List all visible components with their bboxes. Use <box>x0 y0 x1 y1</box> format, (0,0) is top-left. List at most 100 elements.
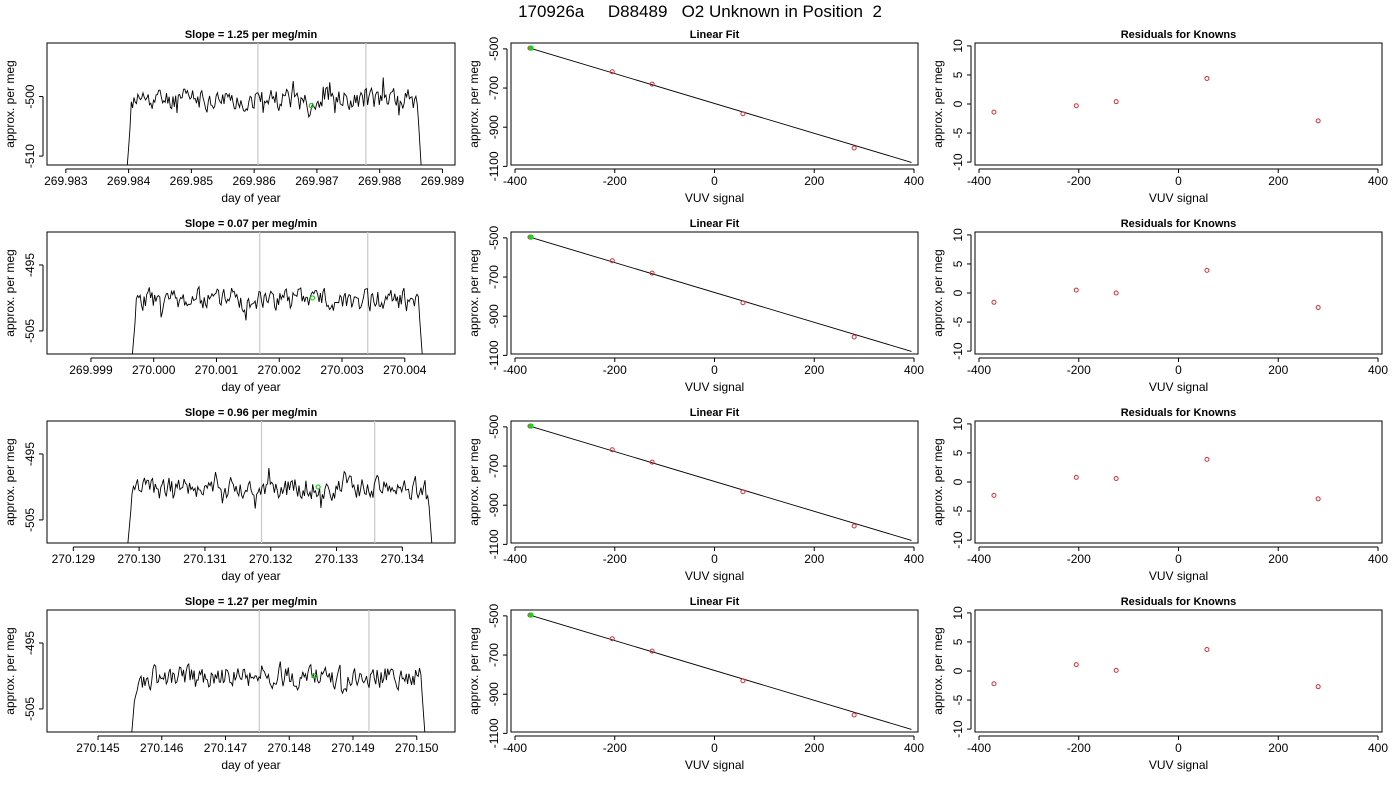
x-axis-label: VUV signal <box>1149 569 1208 583</box>
known-point <box>991 492 997 498</box>
y-tick-label: -495 <box>23 253 37 277</box>
y-tick-label: -700 <box>487 454 501 478</box>
chart-panel-r1-c2: Residuals for Knowns -400 -200 0 200 400 VUV s… <box>931 218 1388 394</box>
x-tick-label: 400 <box>904 363 924 377</box>
known-point <box>851 145 857 151</box>
y-axis-label: approx. per meg <box>931 249 945 336</box>
known-point <box>851 523 857 529</box>
x-tick-label: -200 <box>603 741 627 755</box>
x-tick-label: 270.004 <box>383 363 427 377</box>
unknown-point <box>528 612 534 618</box>
x-tick-label: 269.985 <box>170 174 214 188</box>
unknown-marker <box>308 102 314 109</box>
known-point <box>1204 267 1210 273</box>
fit-line <box>530 426 912 541</box>
x-tick-label: 0 <box>711 174 718 188</box>
x-tick-label: -400 <box>967 174 991 188</box>
y-tick-label: -10 <box>951 720 965 738</box>
chart-panel-r2-c0: Slope = 0.96 per meg/min 270.129 270.130 27… <box>3 407 456 583</box>
x-tick-label: -200 <box>1067 741 1091 755</box>
y-axis-label: approx. per meg <box>467 438 481 525</box>
y-tick-label: -500 <box>487 37 501 61</box>
plot-area <box>527 612 912 730</box>
x-tick-label: -200 <box>603 363 627 377</box>
x-tick-label: 269.983 <box>44 174 88 188</box>
unknown-marker <box>311 673 317 679</box>
x-axis-label: VUV signal <box>685 758 744 772</box>
y-tick-label: -505 <box>23 319 37 343</box>
known-point <box>1204 647 1210 653</box>
known-point <box>649 648 655 654</box>
x-tick-label: -400 <box>967 363 991 377</box>
x-axis-label: VUV signal <box>1149 191 1208 205</box>
chart-title: Linear Fit <box>690 596 740 608</box>
x-tick-label: 270.149 <box>331 741 375 755</box>
per-meg-trace <box>131 661 426 732</box>
x-axis-label: VUV signal <box>685 569 744 583</box>
known-point <box>740 300 746 306</box>
x-tick-label: 269.984 <box>107 174 151 188</box>
y-axis-label: approx. per meg <box>3 627 17 714</box>
fit-line <box>530 615 912 730</box>
plot-area <box>991 75 1321 124</box>
chart-panel-r3-c0: Slope = 1.27 per meg/min 270.145 270.146 27… <box>3 596 456 772</box>
chart-panel-r2-c1: Linear Fit -400 -200 0 200 400 VUV signal -500 -… <box>467 407 924 583</box>
x-tick-label: -200 <box>603 552 627 566</box>
x-tick-label: -400 <box>967 552 991 566</box>
y-tick-label: -1100 <box>487 718 501 748</box>
known-point <box>1204 75 1210 81</box>
y-tick-label: 5 <box>951 638 965 645</box>
plot-frame <box>510 42 919 166</box>
known-point <box>1113 667 1119 673</box>
y-axis-label: approx. per meg <box>931 60 945 147</box>
x-tick-label: 270.002 <box>258 363 302 377</box>
known-point <box>1073 474 1079 480</box>
y-tick-label: -510 <box>23 144 37 168</box>
x-tick-label: -400 <box>503 174 527 188</box>
plot-frame <box>510 231 919 355</box>
plot-area <box>527 423 912 541</box>
y-tick-label: -5 <box>951 505 965 516</box>
x-axis-label: day of year <box>221 758 280 772</box>
y-tick-label: -5 <box>951 316 965 327</box>
y-axis-label: approx. per meg <box>467 60 481 147</box>
per-meg-trace <box>131 285 423 354</box>
known-point <box>1315 305 1321 311</box>
y-tick-label: -10 <box>951 342 965 360</box>
x-tick-label: 200 <box>804 174 824 188</box>
x-tick-label: 400 <box>1368 363 1388 377</box>
y-tick-label: -700 <box>487 643 501 667</box>
known-point <box>851 712 857 718</box>
plot-frame <box>974 231 1383 355</box>
x-tick-label: 0 <box>1175 174 1182 188</box>
chart-title: Slope = 1.27 per meg/min <box>185 596 318 608</box>
x-axis-label: day of year <box>221 380 280 394</box>
known-point <box>609 258 615 264</box>
x-axis-label: day of year <box>221 191 280 205</box>
chart-title: Residuals for Knowns <box>1121 407 1237 419</box>
known-point <box>740 111 746 117</box>
y-tick-label: -500 <box>487 415 501 439</box>
y-tick-label: -495 <box>23 442 37 466</box>
x-tick-label: 0 <box>1175 363 1182 377</box>
known-point <box>740 489 746 495</box>
x-tick-label: 269.987 <box>295 174 339 188</box>
y-axis-label: approx. per meg <box>931 627 945 714</box>
chart-panel-r1-c1: Linear Fit -400 -200 0 200 400 VUV signal -500 -… <box>467 218 924 394</box>
x-tick-label: 400 <box>1368 552 1388 566</box>
chart-title: Residuals for Knowns <box>1121 218 1237 230</box>
x-tick-label: 0 <box>1175 552 1182 566</box>
chart-title: Linear Fit <box>690 218 740 230</box>
x-tick-label: -200 <box>1067 552 1091 566</box>
x-tick-label: -400 <box>967 741 991 755</box>
known-point <box>1073 103 1079 109</box>
y-tick-label: 10 <box>951 228 965 242</box>
chart-title: Linear Fit <box>690 407 740 419</box>
x-tick-label: 200 <box>804 552 824 566</box>
x-tick-label: 400 <box>1368 741 1388 755</box>
y-tick-label: 10 <box>951 39 965 53</box>
x-axis-label: day of year <box>221 569 280 583</box>
x-tick-label: -400 <box>503 363 527 377</box>
x-tick-label: -400 <box>503 552 527 566</box>
x-tick-label: 0 <box>711 741 718 755</box>
